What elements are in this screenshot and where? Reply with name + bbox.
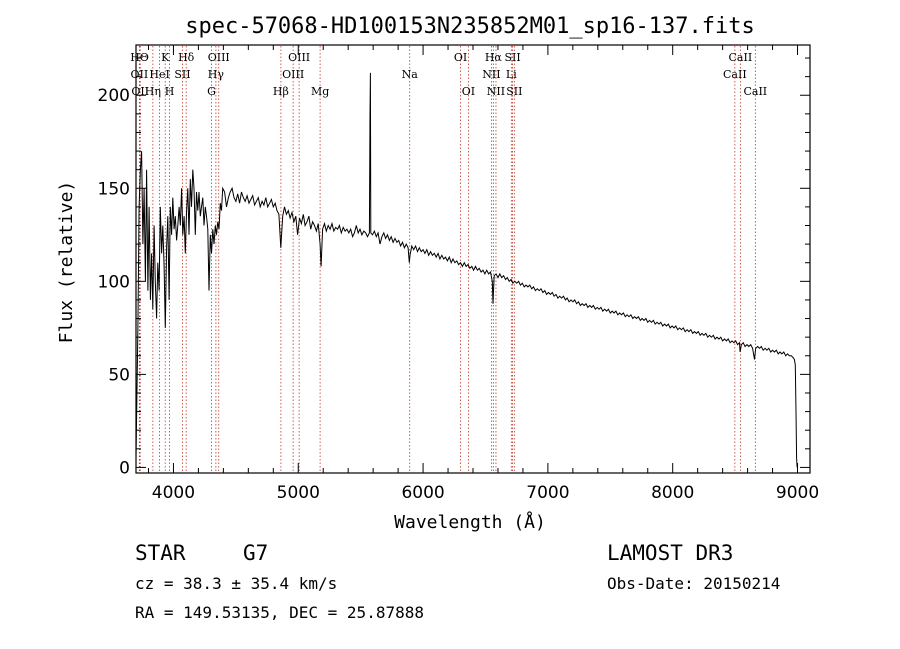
marker-label-7: SII [174, 68, 190, 81]
x-tick-label-0: 4000 [152, 483, 195, 503]
marker-label-27: CaII [743, 85, 767, 98]
marker-label-21: NII [487, 85, 505, 98]
marker-label-3: Hη [145, 85, 161, 98]
x-tick-label-2: 6000 [401, 483, 444, 503]
flux-series-line [135, 72, 798, 468]
survey-name: LAMOST DR3 [607, 541, 733, 565]
x-tick-label-5: 9000 [776, 483, 819, 503]
y-axis-label: Flux (relative) [56, 181, 77, 344]
y-tick-label-1: 50 [108, 365, 130, 385]
x-axis-label: Wavelength (Å) [394, 511, 546, 533]
marker-label-1: OII [131, 68, 149, 81]
marker-label-0: HΘ [130, 51, 149, 64]
spectral-line-markers [138, 46, 756, 472]
marker-label-25: CaII [729, 51, 753, 64]
x-tick-label-3: 7000 [526, 483, 569, 503]
marker-label-14: OIII [282, 68, 304, 81]
y-tick-label-4: 200 [98, 86, 130, 106]
x-tick-label-4: 8000 [651, 483, 694, 503]
marker-label-26: CaII [723, 68, 747, 81]
y-axis-ticks: 0 50 100 150 200 [98, 57, 810, 478]
marker-label-22: SII [504, 51, 520, 64]
marker-label-17: OI [454, 51, 467, 64]
obs-date: Obs-Date: 20150214 [607, 574, 780, 593]
marker-label-11: G [207, 85, 216, 98]
y-tick-label-3: 150 [98, 179, 130, 199]
x-axis-ticks: 4000 5000 6000 7000 8000 9000 [147, 45, 819, 503]
object-class: STAR [135, 541, 186, 565]
marker-label-9: OIII [208, 51, 230, 64]
subclass: G7 [243, 541, 268, 565]
y-tick-label-0: 0 [119, 458, 130, 478]
marker-label-4: K [161, 51, 170, 64]
marker-label-8: Hδ [178, 51, 195, 64]
velocity-text: cz = 38.3 ± 35.4 km/s [135, 574, 337, 593]
marker-label-18: OI [462, 85, 475, 98]
y-tick-label-2: 100 [98, 272, 130, 292]
plot-frame [135, 44, 811, 474]
marker-label-20: NII [482, 68, 500, 81]
marker-label-16: Na [402, 68, 419, 81]
coordinates: RA = 149.53135, DEC = 25.87888 [135, 603, 424, 622]
marker-label-23: Li [506, 68, 517, 81]
marker-label-24: SII [506, 85, 522, 98]
marker-label-10: Hγ [208, 68, 225, 81]
x-tick-label-1: 5000 [277, 483, 320, 503]
marker-label-19: Hα [485, 51, 503, 64]
marker-label-6: H [165, 85, 175, 98]
marker-label-5: HeI [149, 68, 169, 81]
marker-label-15: Mg [311, 85, 329, 98]
chart-title: spec-57068-HD100153N235852M01_sp16-137.f… [185, 14, 755, 39]
marker-label-13: OIII [288, 51, 310, 64]
marker-label-12: Hβ [273, 85, 289, 98]
